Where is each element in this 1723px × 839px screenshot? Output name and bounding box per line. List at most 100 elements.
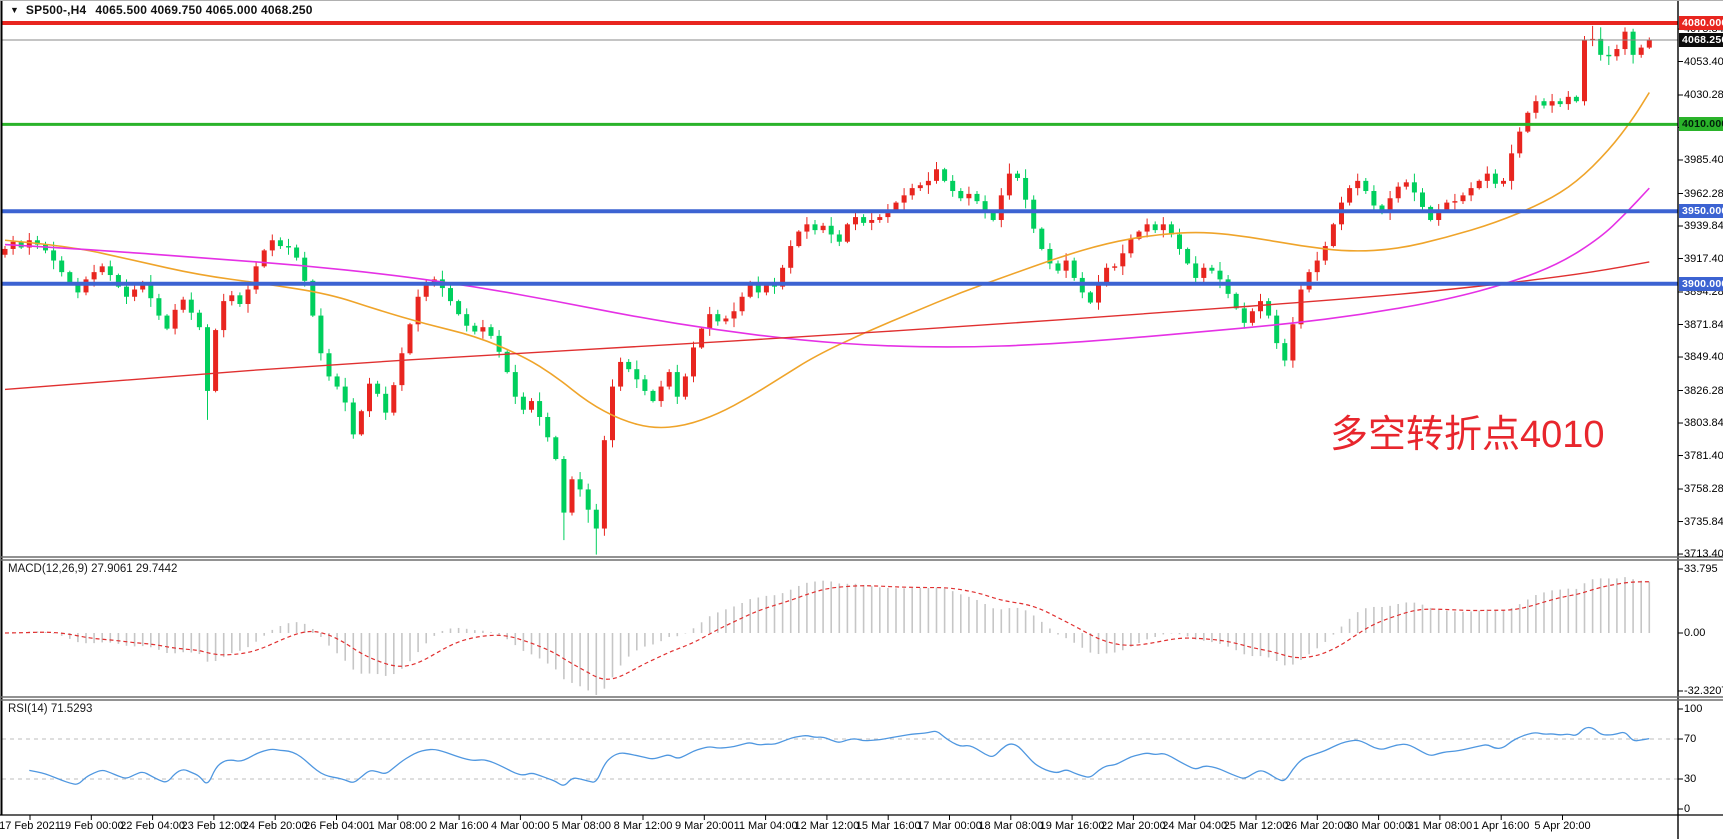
candle-body: [853, 217, 858, 225]
candle-body: [1436, 209, 1442, 220]
price-tick-label: 3871.840: [1684, 318, 1723, 331]
candle-body: [1428, 206, 1434, 220]
macd-label: MACD(12,26,9) 27.9061 29.7442: [8, 563, 178, 575]
time-axis-label: 1 Apr 16:00: [1473, 820, 1530, 832]
candle-body: [1646, 39, 1652, 48]
candle-body: [472, 325, 478, 332]
candle-body: [1484, 173, 1490, 181]
time-axis-label: 24 Feb 20:00: [242, 820, 308, 832]
price-tick-label: 3939.840: [1684, 220, 1723, 232]
time-axis-label: 19 Mar 16:00: [1039, 820, 1105, 832]
candle-body: [1525, 112, 1531, 132]
candle-body: [901, 195, 907, 203]
candle-body: [1209, 267, 1215, 271]
candle-body: [1533, 101, 1539, 113]
candle-body: [124, 286, 129, 297]
candle-body: [682, 376, 688, 397]
time-axis-label: 5 Apr 20:00: [1534, 820, 1591, 832]
candle-body: [950, 180, 956, 192]
candle-body: [755, 282, 761, 293]
chevron-down-icon[interactable]: ▼: [10, 5, 19, 15]
candle-body: [391, 385, 397, 413]
candle-body: [164, 315, 170, 329]
symbol-period-text: SP500-,H4: [25, 3, 87, 17]
candle-body: [1403, 182, 1409, 187]
candle-body: [1055, 263, 1061, 271]
candle-body: [1177, 234, 1182, 249]
candle-body: [877, 217, 883, 220]
time-axis-label: 24 Mar 04:00: [1162, 820, 1228, 832]
candle-body: [593, 509, 599, 529]
candle-body: [1087, 292, 1093, 303]
price-tick-label: 3803.840: [1684, 417, 1723, 430]
candle-body: [350, 402, 356, 435]
price-tick-label: 3713.400: [1684, 548, 1723, 561]
time-axis-label: 30 Mar 00:00: [1346, 820, 1412, 832]
candle-body: [1047, 248, 1053, 264]
candle-body: [375, 383, 381, 394]
macd-signal-line: [4, 581, 1650, 680]
time-axis-label: 9 Mar 20:00: [674, 820, 734, 832]
candle-body: [334, 376, 340, 387]
candle-body: [1282, 343, 1288, 361]
candle-body: [974, 193, 980, 202]
candle-body: [91, 272, 97, 280]
candle-body: [723, 318, 729, 322]
candle-body: [553, 437, 559, 460]
candle-body: [1274, 315, 1280, 344]
candle-body: [1460, 195, 1466, 202]
price-tick-label: 3849.400: [1684, 351, 1723, 364]
candle-body: [1355, 180, 1361, 189]
current-price-badge: 4068.250: [1679, 32, 1723, 47]
candle-body: [691, 347, 696, 377]
rsi-tick-label: 30: [1684, 773, 1697, 785]
candle-body: [1104, 267, 1110, 283]
time-axis-label: 25 Mar 12:00: [1223, 820, 1289, 832]
candle-body: [1233, 293, 1239, 309]
price-tick-label: 3758.280: [1684, 483, 1723, 496]
candle-body: [26, 240, 32, 248]
hline-4080-badge: 4080.000: [1679, 15, 1723, 30]
candle-body: [107, 266, 113, 276]
candle-body: [1557, 101, 1563, 105]
candle-body: [731, 311, 737, 319]
candle-body: [1096, 282, 1101, 303]
candle-body: [180, 299, 186, 310]
candle-body: [205, 327, 210, 391]
candle-body: [1411, 182, 1417, 193]
candle-body: [569, 479, 575, 513]
time-axis-label: 26 Mar 20:00: [1284, 820, 1350, 832]
candle-body: [407, 324, 413, 354]
candle-body: [836, 234, 842, 242]
time-axis-label: 18 Mar 08:00: [978, 820, 1044, 832]
candle-body: [626, 361, 632, 370]
candle-body: [1015, 173, 1020, 178]
price-tick-label: 4053.400: [1684, 55, 1723, 68]
candle-body: [1298, 289, 1304, 325]
candle-body: [245, 289, 251, 305]
candle-body: [415, 296, 421, 325]
candle-body: [828, 225, 834, 235]
macd-tick-label: -32.3207: [1684, 685, 1723, 697]
candle-body: [1630, 31, 1636, 55]
time-axis-label: 17 Mar 00:00: [917, 820, 982, 832]
candle-body: [148, 283, 154, 299]
candle-body: [747, 282, 753, 297]
candle-body: [269, 240, 275, 251]
hline-3950-badge: 3950.000: [1679, 204, 1723, 219]
candle-body: [1168, 224, 1174, 235]
candle-body: [504, 351, 510, 373]
candle-body: [537, 401, 543, 417]
candle-body: [520, 396, 526, 410]
candle-body: [958, 191, 964, 199]
candle-body: [585, 489, 591, 510]
candle-body: [1225, 279, 1231, 294]
time-axis-label: 1 Mar 08:00: [368, 820, 428, 832]
candle-body: [115, 275, 121, 287]
candle-body: [1322, 246, 1328, 261]
annotation-text[interactable]: 多空转折点4010: [1330, 414, 1605, 456]
time-axis-label: 2 Mar 16:00: [429, 820, 489, 832]
candle-body: [634, 369, 640, 380]
